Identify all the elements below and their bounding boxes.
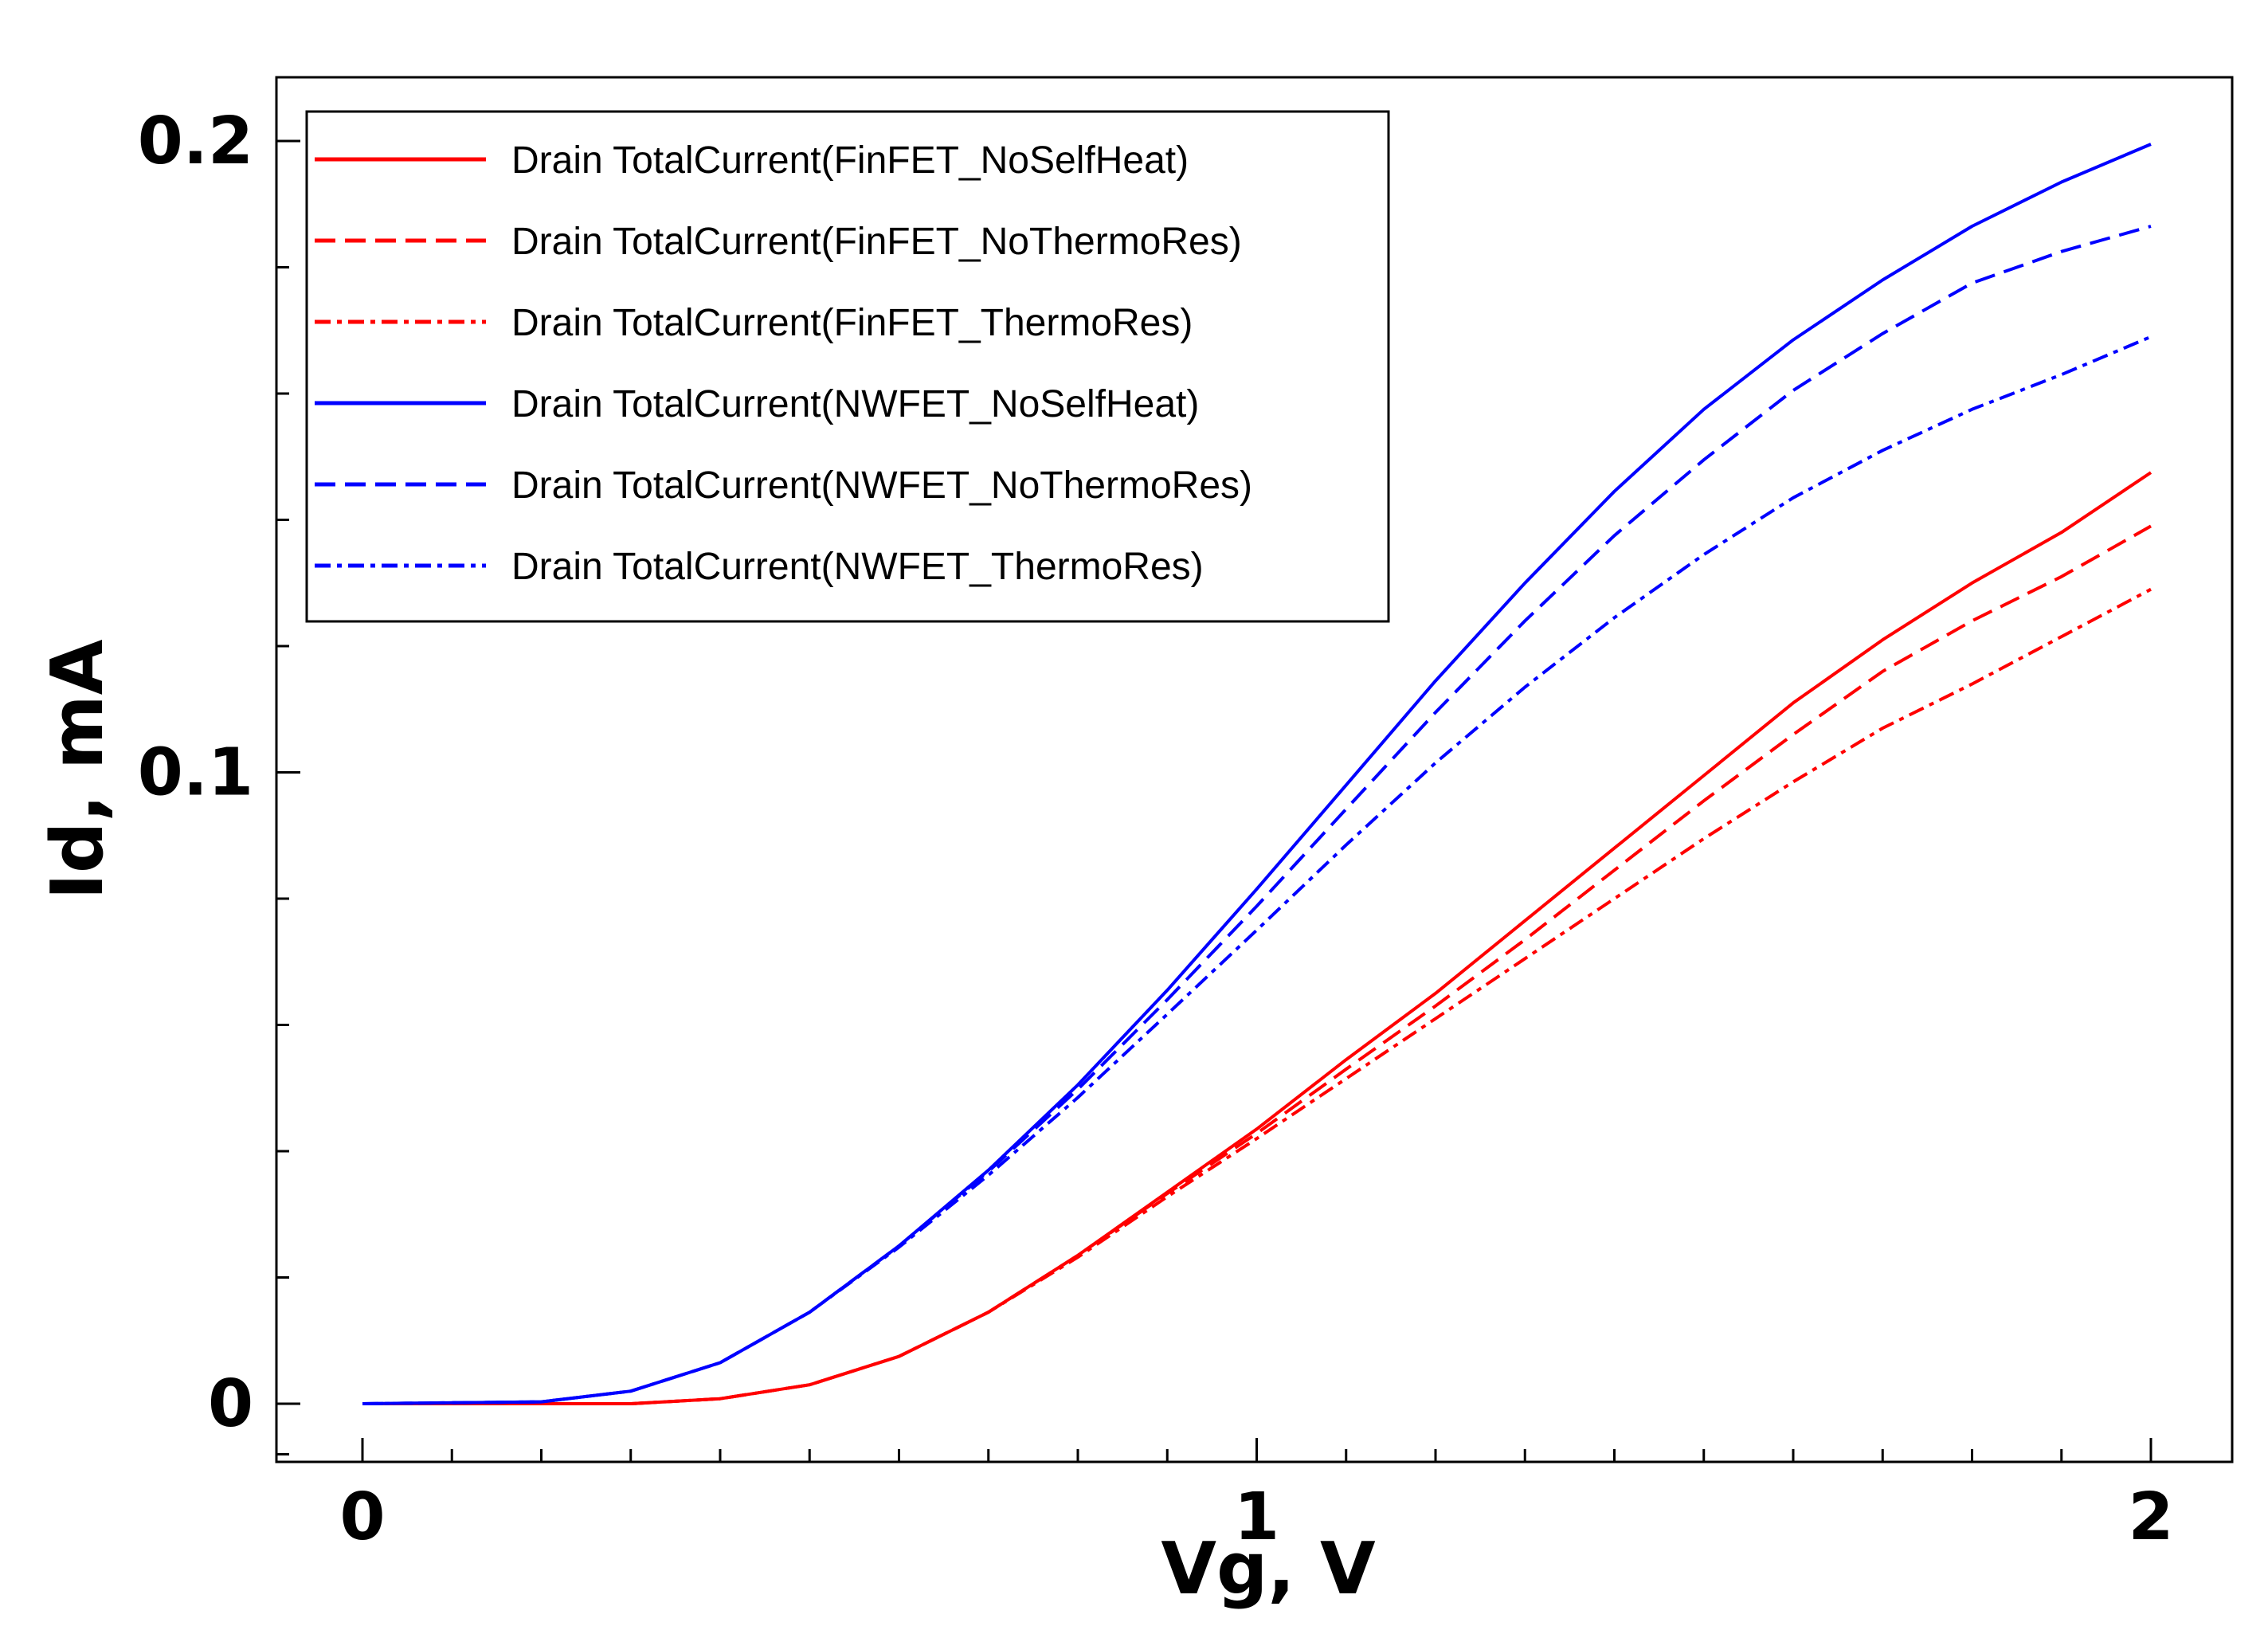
series-line	[362, 587, 2152, 1405]
x-tick-label: 2	[2128, 1479, 2173, 1555]
legend-label: Drain TotalCurrent(FinFET_NoThermoRes)	[511, 221, 1242, 263]
x-tick-label: 0	[339, 1479, 385, 1555]
legend-label: Drain TotalCurrent(NWFET_NoSelfHeat)	[511, 383, 1199, 425]
series-layer	[362, 143, 2152, 1405]
y-tick-label: 0	[208, 1366, 253, 1442]
legend-label: Drain TotalCurrent(NWFET_NoThermoRes)	[511, 464, 1252, 507]
major-ticks	[276, 139, 2152, 1462]
legend: Drain TotalCurrent(FinFET_NoSelfHeat) Dra…	[305, 110, 1390, 623]
legend-label: Drain TotalCurrent(FinFET_NoSelfHeat)	[511, 139, 1189, 182]
y-tick-label: 0.1	[138, 735, 253, 811]
y-axis-title: Id, mA	[36, 639, 119, 899]
x-tick-label: 1	[1234, 1479, 1279, 1555]
x-axis-title: Vg, V	[1161, 1527, 1376, 1611]
legend-box	[305, 110, 1390, 623]
legend-label: Drain TotalCurrent(FinFET_ThermoRes)	[511, 302, 1193, 344]
tick-labels: 0 1 2 0 0.1 0.2	[138, 104, 2174, 1555]
legend-label: Drain TotalCurrent(NWFET_ThermoRes)	[511, 546, 1204, 588]
series-line	[362, 335, 2152, 1405]
y-tick-label: 0.2	[138, 104, 253, 179]
minor-ticks	[276, 266, 2063, 1462]
